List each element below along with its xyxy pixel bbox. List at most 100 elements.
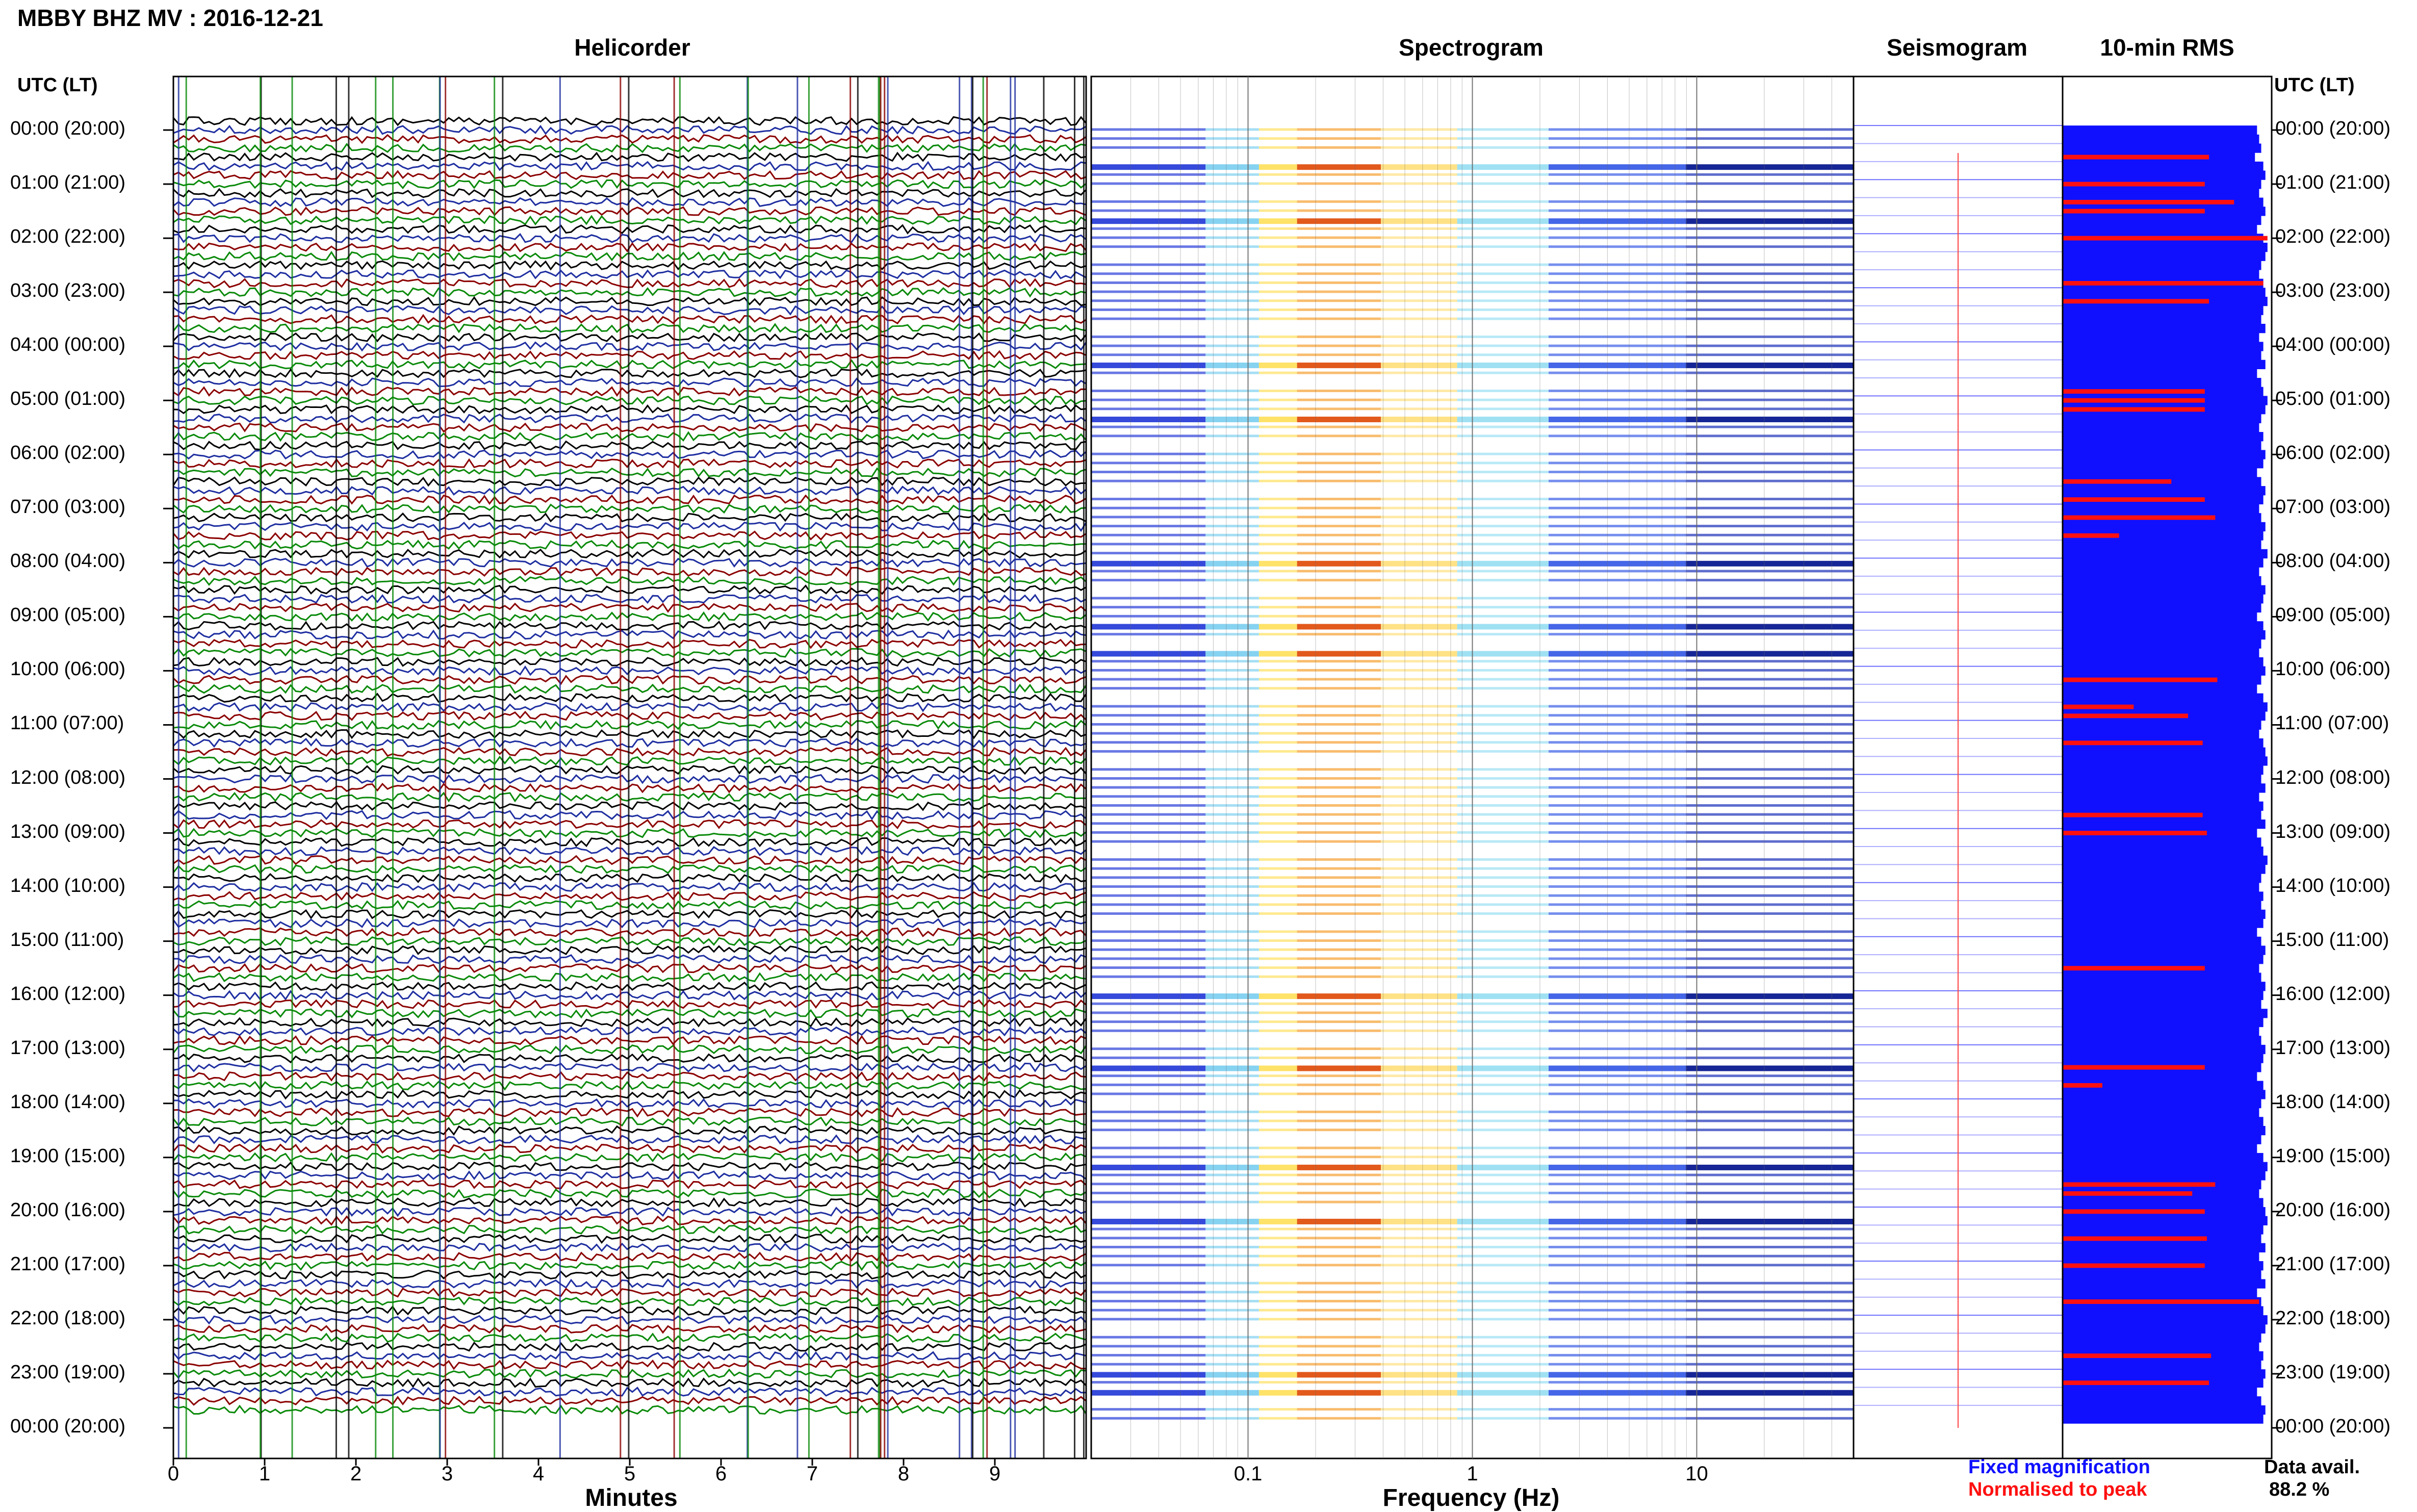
time-label-right: 17:00 (13:00) <box>2275 1037 2391 1059</box>
spectrogram-band <box>1091 1047 1206 1050</box>
spectrogram-band <box>1297 705 1381 708</box>
spectrogram-band <box>1381 1002 1457 1005</box>
spectrogram-row <box>1091 732 1854 735</box>
time-label-right: 11:00 (07:00) <box>2275 712 2389 734</box>
spectrogram-band <box>1205 1146 1259 1149</box>
spectrogram-band <box>1686 1372 1854 1378</box>
spectrogram-band <box>1205 1047 1259 1050</box>
spectrogram-band <box>1686 939 1854 942</box>
spectrogram-band <box>1205 128 1259 131</box>
spectrogram-band <box>1091 1146 1206 1149</box>
spectrogram-band <box>1205 741 1259 744</box>
rms-fixed-bar <box>2063 414 2261 423</box>
spectrogram-band <box>1381 1354 1457 1357</box>
helicorder-trace <box>172 665 1087 676</box>
spectrogram-band <box>1457 146 1549 149</box>
spectrogram-band <box>1457 407 1549 411</box>
spectrogram-band <box>1686 606 1854 609</box>
spectrogram-row <box>1091 723 1854 726</box>
helicorder-trace <box>172 675 1087 685</box>
rms-normalised-bar <box>2063 1236 2207 1241</box>
spectrogram-band <box>1381 525 1457 528</box>
helicorder-trace <box>172 1305 1087 1316</box>
spectrogram-band <box>1258 245 1297 248</box>
time-label-right: 19:00 (15:00) <box>2275 1145 2391 1167</box>
spectrogram-band <box>1258 1227 1297 1231</box>
minute-tick-label: 0 <box>167 1463 179 1485</box>
spectrogram-band <box>1258 930 1297 933</box>
spectrogram-row <box>1091 1372 1854 1378</box>
spectrogram-band <box>1091 822 1206 825</box>
spectrogram-row <box>1091 975 1854 978</box>
time-label-left: 02:00 (22:00) <box>10 226 126 248</box>
spectrogram-band <box>1297 218 1381 224</box>
spectrogram-band <box>1549 678 1686 681</box>
spectrogram-band <box>1549 516 1686 519</box>
spectrogram-band <box>1549 471 1686 474</box>
spectrogram-band <box>1457 822 1549 825</box>
spectrogram-band <box>1457 299 1549 302</box>
spectrogram-band <box>1258 317 1297 320</box>
spectrogram-band <box>1381 831 1457 834</box>
spectrogram-band <box>1686 651 1854 657</box>
spectrogram-band <box>1686 1065 1854 1071</box>
spectrogram-band <box>1297 1200 1381 1203</box>
spectrogram-band <box>1297 912 1381 915</box>
spectrogram-band <box>1258 633 1297 636</box>
spectrogram-band <box>1457 966 1549 969</box>
helicorder-trace <box>172 368 1087 378</box>
spectrogram-row <box>1091 236 1854 239</box>
spectrogram-band <box>1457 1002 1549 1005</box>
spectrogram-band <box>1549 948 1686 951</box>
rms-fixed-bar <box>2063 468 2257 478</box>
spectrogram-band <box>1091 1417 1206 1420</box>
rms-normalised-bar <box>2063 831 2207 835</box>
spectrogram-row <box>1091 552 1854 555</box>
spectrogram-band <box>1457 777 1549 780</box>
spectrogram-band <box>1297 813 1381 816</box>
spectrogram-band <box>1686 1363 1854 1366</box>
spectrogram-band <box>1205 822 1259 825</box>
spectrogram-band <box>1091 146 1206 149</box>
spectrogram-band <box>1258 1092 1297 1095</box>
spectrogram-band <box>1381 885 1457 888</box>
helicorder-trace <box>172 1296 1087 1306</box>
spectrogram-band <box>1549 353 1686 356</box>
helicorder-trace <box>172 945 1087 956</box>
spectrogram-row <box>1091 1282 1854 1285</box>
spectrogram-band <box>1381 912 1457 915</box>
spectrogram-band <box>1549 200 1686 203</box>
spectrogram-band <box>1258 1083 1297 1086</box>
spectrogram-band <box>1091 1309 1206 1312</box>
rms-fixed-bar <box>2063 630 2266 640</box>
legend-normalised-to-peak: Normalised to peak <box>1968 1479 2147 1500</box>
spectrogram-band <box>1381 597 1457 600</box>
spectrogram-band <box>1091 840 1206 843</box>
spectrogram-band <box>1258 506 1297 509</box>
spectrogram-band <box>1549 1083 1686 1086</box>
spectrogram-band <box>1258 1065 1297 1071</box>
spectrogram-band <box>1549 317 1686 320</box>
spectrogram-band <box>1205 1345 1259 1348</box>
spectrogram-band <box>1686 227 1854 230</box>
spectrogram-band <box>1205 525 1259 528</box>
spectrogram-band <box>1457 498 1549 501</box>
spectrogram-band <box>1258 1264 1297 1267</box>
spectrogram-band <box>1457 1254 1549 1258</box>
spectrogram-band <box>1457 660 1549 663</box>
spectrogram-band <box>1205 975 1259 978</box>
spectrogram-band <box>1258 651 1297 657</box>
spectrogram-band <box>1381 200 1457 203</box>
spectrogram-band <box>1686 822 1854 825</box>
spectrogram-band <box>1549 227 1686 230</box>
spectrogram-band <box>1258 434 1297 438</box>
spectrogram-band <box>1091 768 1206 771</box>
time-label-right: 14:00 (10:00) <box>2275 875 2391 896</box>
helicorder-trace <box>172 314 1087 325</box>
spectrogram-band <box>1457 705 1549 708</box>
rms-fixed-bar <box>2063 1000 2261 1009</box>
spectrogram-band <box>1686 317 1854 320</box>
spectrogram-band <box>1297 173 1381 176</box>
time-label-left: 11:00 (07:00) <box>10 712 124 734</box>
spectrogram-band <box>1457 687 1549 690</box>
